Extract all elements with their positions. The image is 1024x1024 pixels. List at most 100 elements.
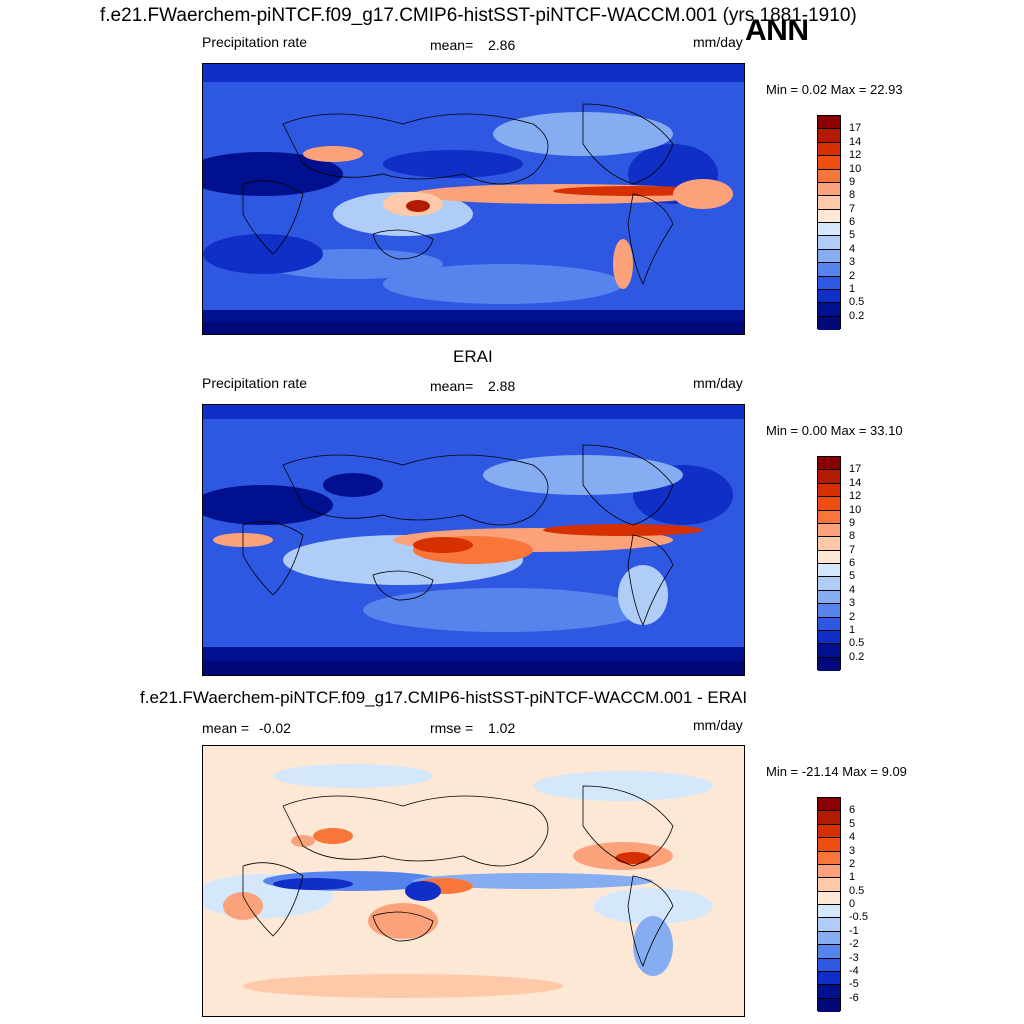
colorbar-tick-label: 2: [849, 857, 856, 870]
colorbar-swatch: [818, 523, 840, 538]
colorbar-swatch: [818, 263, 840, 277]
colorbar-swatch: [818, 864, 840, 879]
panel-2-units: mm/day: [693, 375, 743, 391]
colorbar-swatch: [818, 550, 840, 564]
colorbar-swatch: [818, 577, 840, 591]
colorbar-tick-label: -1: [849, 924, 859, 937]
panel-2-title: ERAI: [453, 347, 493, 366]
colorbar-tick-label: 17: [849, 122, 862, 135]
colorbar-swatch: [818, 182, 840, 197]
panel-3-colorbar: [817, 797, 841, 1012]
panel-1-colorbar: [817, 115, 841, 330]
colorbar-swatch: [818, 998, 840, 1012]
panel-3-rmse-label: rmse =: [430, 720, 474, 736]
colorbar-swatch: [818, 169, 840, 183]
colorbar-swatch: [818, 457, 840, 471]
colorbar-tick-label: 5: [849, 570, 856, 583]
panel-3-units: mm/day: [693, 717, 743, 733]
colorbar-swatch: [818, 303, 840, 317]
panel-3-rmse-value: 1.02: [488, 720, 516, 736]
colorbar-tick-label: 2: [849, 610, 856, 623]
colorbar-swatch: [818, 644, 840, 658]
colorbar-tick-label: 9: [849, 516, 856, 529]
colorbar-swatch: [818, 905, 840, 919]
colorbar-swatch: [818, 510, 840, 524]
panel-1-minmax: Min = 0.02 Max = 22.93: [766, 82, 903, 97]
colorbar-swatch: [818, 985, 840, 999]
colorbar-tick-label: 3: [849, 256, 856, 269]
colorbar-tick-label: 17: [849, 463, 862, 476]
colorbar-swatch: [818, 289, 840, 304]
colorbar-swatch: [818, 316, 840, 330]
colorbar-tick-label: 10: [849, 162, 862, 175]
colorbar-tick-label: 8: [849, 530, 856, 543]
colorbar-tick-label: 14: [849, 135, 862, 148]
colorbar-tick-label: 10: [849, 503, 862, 516]
colorbar-swatch: [818, 604, 840, 618]
colorbar-swatch: [818, 838, 840, 852]
colorbar-swatch: [818, 537, 840, 551]
panel-1-mean-value: 2.86: [488, 37, 516, 53]
colorbar-swatch: [818, 958, 840, 972]
colorbar-swatch: [818, 630, 840, 645]
colorbar-tick-label: 1: [849, 871, 856, 884]
colorbar-tick-label: 3: [849, 597, 856, 610]
panel-3-map: [202, 745, 745, 1017]
page-title: f.e21.FWaerchem-piNTCF.f09_g17.CMIP6-his…: [100, 5, 857, 26]
colorbar-swatch: [818, 851, 840, 865]
colorbar-swatch: [818, 564, 840, 578]
colorbar-swatch: [818, 931, 840, 946]
colorbar-swatch: [818, 209, 840, 223]
colorbar-swatch: [818, 223, 840, 237]
colorbar-tick-label: 0: [849, 898, 856, 910]
colorbar-tick-label: 6: [849, 804, 856, 817]
panel-1-mean-label: mean=: [430, 37, 474, 53]
panel-2-variable: Precipitation rate: [202, 375, 308, 391]
colorbar-swatch: [818, 824, 840, 839]
colorbar-tick-label: 12: [849, 149, 862, 162]
colorbar-tick-label: -2: [849, 938, 859, 951]
colorbar-tick-label: 5: [849, 229, 856, 242]
panel-2-map: [202, 404, 745, 676]
colorbar-tick-label: -4: [849, 964, 859, 977]
colorbar-swatch: [818, 116, 840, 130]
panel-2-minmax: Min = 0.00 Max = 33.10: [766, 423, 903, 438]
panel-2-mean-value: 2.88: [488, 378, 516, 394]
colorbar-swatch: [818, 891, 840, 905]
panel-1-variable: Precipitation rate: [202, 34, 308, 50]
colorbar-tick-label: 14: [849, 476, 862, 489]
colorbar-tick-label: 1: [849, 623, 856, 636]
colorbar-tick-label: 4: [849, 242, 856, 255]
panel-3-mean-value: -0.02: [259, 720, 291, 736]
colorbar-swatch: [818, 249, 840, 264]
colorbar-tick-label: 12: [849, 490, 862, 503]
colorbar-swatch: [818, 196, 840, 210]
colorbar-swatch: [818, 590, 840, 605]
colorbar-tick-label: -6: [849, 991, 859, 1004]
panel-3-minmax: Min = -21.14 Max = 9.09: [766, 764, 907, 779]
colorbar-swatch: [818, 276, 840, 290]
colorbar-swatch: [818, 156, 840, 170]
panel-3-mean-label: mean =: [202, 720, 250, 736]
colorbar-swatch: [818, 470, 840, 484]
colorbar-tick-label: 7: [849, 202, 856, 215]
colorbar-swatch: [818, 971, 840, 986]
panel-2-colorbar: [817, 456, 841, 671]
panel-3-title: f.e21.FWaerchem-piNTCF.f09_g17.CMIP6-his…: [140, 688, 748, 707]
colorbar-tick-label: -3: [849, 951, 859, 964]
colorbar-tick-label: 0.2: [849, 309, 865, 322]
colorbar-swatch: [818, 657, 840, 671]
colorbar-tick-label: 9: [849, 175, 856, 188]
colorbar-tick-label: 6: [849, 216, 856, 228]
panel-1-units: mm/day: [693, 34, 743, 50]
colorbar-tick-label: 0.5: [849, 296, 865, 309]
colorbar-swatch: [818, 129, 840, 143]
colorbar-tick-label: 4: [849, 583, 856, 596]
colorbar-tick-label: 0.2: [849, 650, 865, 663]
colorbar-tick-label: 0.5: [849, 884, 865, 897]
colorbar-tick-label: -0.5: [849, 911, 868, 924]
colorbar-tick-label: 6: [849, 557, 856, 569]
colorbar-swatch: [818, 142, 840, 157]
colorbar-swatch: [818, 878, 840, 892]
colorbar-tick-label: 8: [849, 189, 856, 202]
